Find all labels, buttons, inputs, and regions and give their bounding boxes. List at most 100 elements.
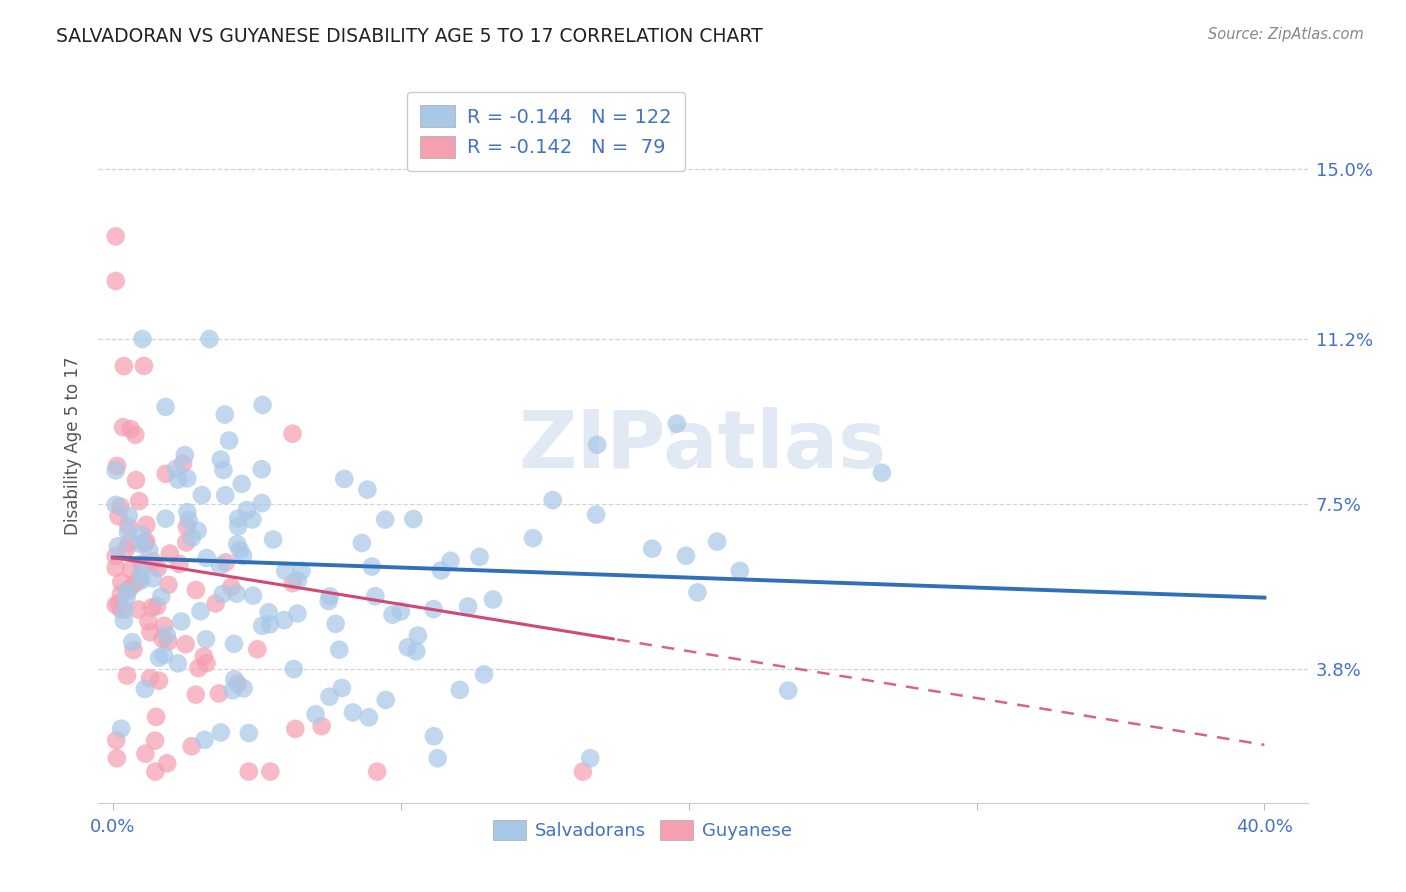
Point: [187, 524, 209, 538]
Point: [232, 681, 254, 696]
Point: [686, 585, 709, 599]
Point: [152, 632, 174, 646]
Point: [139, 625, 162, 640]
Point: [257, 605, 280, 619]
Point: [107, 597, 129, 611]
Point: [156, 756, 179, 771]
Point: [586, 438, 609, 452]
Point: [177, 513, 200, 527]
Point: [165, 462, 187, 476]
Point: [198, 332, 221, 346]
Point: [273, 613, 295, 627]
Point: [212, 463, 235, 477]
Point: [172, 457, 194, 471]
Point: [211, 587, 233, 601]
Point: [319, 590, 342, 604]
Point: [104, 463, 127, 477]
Point: [311, 719, 333, 733]
Point: [120, 422, 142, 436]
Point: [870, 466, 893, 480]
Point: [125, 473, 148, 487]
Point: [449, 682, 471, 697]
Point: [159, 547, 181, 561]
Point: [482, 592, 505, 607]
Point: [195, 656, 218, 670]
Point: [157, 578, 180, 592]
Point: [195, 551, 218, 566]
Point: [209, 725, 232, 739]
Point: [118, 581, 141, 595]
Point: [105, 458, 128, 473]
Point: [155, 511, 177, 525]
Point: [229, 543, 252, 558]
Point: [439, 554, 461, 568]
Point: [107, 509, 129, 524]
Point: [360, 559, 382, 574]
Point: [283, 662, 305, 676]
Point: [304, 707, 326, 722]
Point: [180, 531, 202, 545]
Point: [139, 671, 162, 685]
Point: [187, 661, 209, 675]
Point: [389, 604, 412, 618]
Point: [426, 751, 449, 765]
Point: [522, 531, 544, 545]
Legend: Salvadorans, Guyanese: Salvadorans, Guyanese: [486, 813, 799, 847]
Point: [190, 604, 212, 618]
Point: [132, 359, 155, 373]
Point: [232, 549, 254, 563]
Point: [122, 643, 145, 657]
Point: [226, 537, 249, 551]
Point: [184, 688, 207, 702]
Point: [396, 640, 419, 655]
Point: [366, 764, 388, 779]
Point: [155, 400, 177, 414]
Point: [284, 722, 307, 736]
Point: [778, 683, 800, 698]
Point: [156, 628, 179, 642]
Point: [350, 536, 373, 550]
Point: [145, 710, 167, 724]
Point: [104, 549, 127, 563]
Point: [318, 594, 340, 608]
Point: [135, 517, 157, 532]
Point: [134, 681, 156, 696]
Point: [423, 729, 446, 743]
Point: [287, 607, 309, 621]
Point: [191, 488, 214, 502]
Point: [110, 722, 132, 736]
Point: [167, 473, 190, 487]
Point: [115, 668, 138, 682]
Point: [214, 488, 236, 502]
Point: [194, 732, 217, 747]
Point: [105, 751, 128, 765]
Point: [110, 587, 132, 601]
Point: [333, 472, 356, 486]
Point: [218, 434, 240, 448]
Point: [222, 637, 245, 651]
Point: [115, 542, 138, 557]
Point: [226, 677, 249, 691]
Point: [124, 576, 146, 591]
Point: [226, 511, 249, 525]
Point: [457, 599, 479, 614]
Point: [242, 512, 264, 526]
Point: [135, 534, 157, 549]
Point: [131, 528, 153, 542]
Point: [167, 657, 190, 671]
Point: [134, 536, 156, 550]
Point: [129, 537, 152, 551]
Point: [117, 525, 139, 540]
Point: [112, 602, 135, 616]
Point: [225, 586, 247, 600]
Point: [128, 573, 150, 587]
Point: [318, 690, 340, 704]
Point: [157, 634, 180, 648]
Point: [364, 589, 387, 603]
Point: [274, 564, 297, 578]
Point: [215, 555, 238, 569]
Point: [104, 229, 127, 244]
Point: [402, 512, 425, 526]
Point: [221, 683, 243, 698]
Point: [118, 536, 141, 550]
